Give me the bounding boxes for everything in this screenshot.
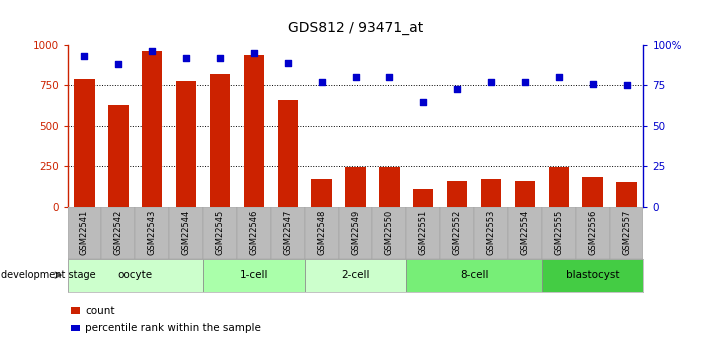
- Bar: [75, 79, 95, 207]
- Text: count: count: [85, 306, 114, 315]
- Bar: [108, 105, 129, 207]
- Text: GSM22548: GSM22548: [317, 209, 326, 255]
- Text: GSM22552: GSM22552: [453, 209, 461, 255]
- Bar: [542, 207, 576, 259]
- Bar: [203, 259, 305, 292]
- Bar: [68, 259, 203, 292]
- Text: GSM22543: GSM22543: [148, 209, 156, 255]
- Point: [384, 75, 395, 80]
- Point: [417, 99, 429, 105]
- Bar: [237, 207, 271, 259]
- Text: development stage: development stage: [1, 270, 95, 280]
- Bar: [305, 259, 406, 292]
- Text: GSM22545: GSM22545: [215, 209, 225, 255]
- Bar: [481, 179, 501, 207]
- Bar: [68, 207, 102, 259]
- Text: GSM22556: GSM22556: [588, 209, 597, 255]
- Bar: [142, 51, 162, 207]
- Text: GSM22557: GSM22557: [622, 209, 631, 255]
- Bar: [508, 207, 542, 259]
- Point: [621, 83, 632, 88]
- Bar: [413, 189, 434, 207]
- Bar: [542, 259, 643, 292]
- Bar: [474, 207, 508, 259]
- Point: [519, 79, 530, 85]
- Bar: [277, 100, 298, 207]
- Bar: [582, 177, 603, 207]
- Text: GSM22554: GSM22554: [520, 209, 530, 255]
- Point: [146, 49, 158, 54]
- Bar: [406, 259, 542, 292]
- Point: [350, 75, 361, 80]
- Point: [79, 53, 90, 59]
- Bar: [305, 207, 338, 259]
- Text: 1-cell: 1-cell: [240, 270, 268, 280]
- Text: oocyte: oocyte: [118, 270, 153, 280]
- Point: [451, 86, 463, 91]
- Bar: [244, 55, 264, 207]
- Point: [282, 60, 294, 66]
- Bar: [576, 207, 609, 259]
- Text: percentile rank within the sample: percentile rank within the sample: [85, 323, 261, 333]
- Bar: [549, 167, 569, 207]
- Text: GSM22555: GSM22555: [555, 209, 563, 255]
- Text: GSM22553: GSM22553: [486, 209, 496, 255]
- Bar: [311, 179, 332, 207]
- Bar: [609, 207, 643, 259]
- Point: [112, 61, 124, 67]
- Point: [486, 79, 497, 85]
- Bar: [440, 207, 474, 259]
- Text: 2-cell: 2-cell: [341, 270, 370, 280]
- Point: [248, 50, 260, 56]
- Point: [587, 81, 599, 87]
- Text: GSM22546: GSM22546: [250, 209, 258, 255]
- Text: GSM22542: GSM22542: [114, 209, 123, 255]
- Bar: [616, 182, 636, 207]
- Text: GDS812 / 93471_at: GDS812 / 93471_at: [288, 21, 423, 35]
- Bar: [346, 167, 365, 207]
- Point: [214, 55, 225, 61]
- Text: blastocyst: blastocyst: [566, 270, 619, 280]
- Bar: [379, 167, 400, 207]
- Text: GSM22541: GSM22541: [80, 209, 89, 255]
- Bar: [135, 207, 169, 259]
- Bar: [169, 207, 203, 259]
- Text: 8-cell: 8-cell: [460, 270, 488, 280]
- Bar: [406, 207, 440, 259]
- Bar: [271, 207, 305, 259]
- Bar: [176, 81, 196, 207]
- Bar: [373, 207, 406, 259]
- Bar: [338, 207, 373, 259]
- Bar: [515, 181, 535, 207]
- Text: GSM22551: GSM22551: [419, 209, 428, 255]
- Point: [553, 75, 565, 80]
- Bar: [102, 207, 135, 259]
- Text: GSM22550: GSM22550: [385, 209, 394, 255]
- Bar: [203, 207, 237, 259]
- Point: [181, 55, 192, 61]
- Text: GSM22547: GSM22547: [283, 209, 292, 255]
- Text: GSM22544: GSM22544: [181, 209, 191, 255]
- Point: [316, 79, 327, 85]
- Bar: [210, 74, 230, 207]
- Text: GSM22549: GSM22549: [351, 209, 360, 255]
- Bar: [447, 181, 467, 207]
